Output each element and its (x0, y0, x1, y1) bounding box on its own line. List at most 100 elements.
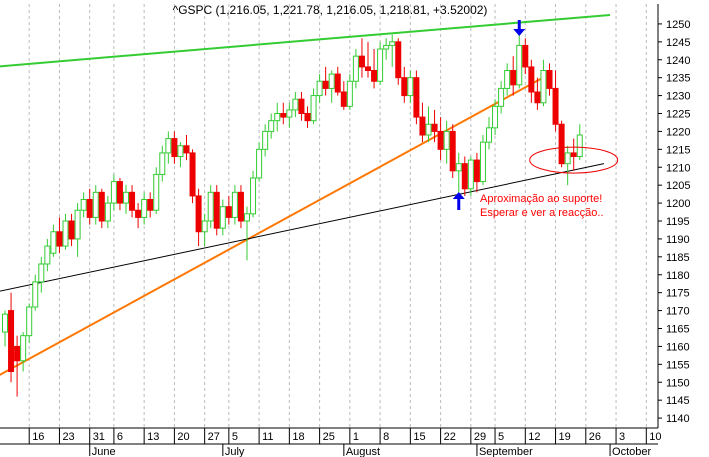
chart-title: ^GSPC (1,216.05, 1,221.78, 1,216.05, 1,2… (173, 3, 488, 17)
x-tick-label: 15 (413, 431, 425, 443)
x-tick-label: 6 (117, 431, 123, 443)
candle-body (286, 109, 293, 118)
candles (2, 34, 583, 397)
candle (231, 185, 238, 225)
candle-body (14, 345, 21, 362)
candle-body (147, 199, 154, 211)
candle (516, 34, 523, 89)
y-tick-label: 1140 (666, 413, 690, 425)
annotation-text: Aproximação ao suporte! (480, 193, 602, 205)
candle (377, 41, 384, 85)
x-tick-label: 18 (292, 431, 304, 443)
candle (328, 70, 335, 103)
candle-body (522, 44, 529, 68)
candle-body (316, 80, 323, 97)
candle-body (256, 148, 263, 179)
candle-body (50, 231, 57, 254)
candle-body (280, 113, 287, 118)
x-tick-label: 3 (619, 431, 625, 443)
y-tick-label: 1175 (666, 288, 690, 300)
candle (268, 113, 275, 139)
candle-body (268, 120, 275, 132)
y-tick-label: 1210 (666, 162, 690, 174)
y-tick-label: 1230 (666, 91, 690, 103)
candle (498, 81, 505, 114)
candle-body (334, 73, 341, 93)
y-tick-label: 1245 (666, 37, 690, 49)
y-tick-label: 1185 (666, 252, 690, 264)
candle-body (437, 130, 444, 150)
candle (92, 185, 99, 225)
candle-body (479, 141, 486, 183)
candle (413, 70, 420, 125)
y-tick-label: 1215 (666, 144, 690, 156)
candle (68, 213, 75, 247)
candle-body (328, 73, 335, 89)
candle (74, 203, 81, 257)
candle-body (492, 105, 499, 129)
candle-body (304, 113, 311, 122)
candle (576, 124, 583, 161)
candle-body (558, 123, 565, 165)
candle-body (250, 177, 257, 215)
trend-lines (0, 13, 611, 376)
candle-body (383, 44, 390, 50)
candle (50, 224, 57, 257)
x-tick-label: 29 (474, 431, 486, 443)
candle (110, 174, 117, 211)
candle-body (116, 181, 123, 204)
candle-body (419, 116, 426, 136)
candle-body (443, 130, 450, 150)
x-tick-label: 5 (498, 431, 504, 443)
annotation-text: Esperar e ver a reacção.. (480, 207, 604, 219)
support-highlight-ellipse (529, 146, 619, 174)
x-tick-label: 22 (444, 431, 456, 443)
candle-body (2, 313, 8, 333)
candle-body (231, 191, 238, 218)
candle-body (38, 263, 45, 283)
candle-body (274, 113, 281, 122)
candle-body (473, 159, 480, 183)
candle (486, 117, 492, 150)
candle-body (395, 41, 402, 79)
candle-body (26, 306, 33, 337)
candle (225, 195, 232, 225)
candle (425, 106, 432, 143)
candle (461, 156, 468, 196)
candle (159, 145, 166, 182)
candle-body (92, 191, 99, 218)
candle-body (153, 173, 160, 211)
candle (546, 63, 553, 96)
candle-body (407, 77, 414, 97)
candle (528, 59, 535, 103)
candle (116, 178, 123, 211)
candle-body (540, 70, 547, 104)
candle-body (322, 80, 329, 89)
candle (56, 217, 63, 254)
candle-body (110, 181, 117, 204)
y-tick-label: 1160 (666, 341, 690, 353)
candle (195, 188, 202, 247)
candle (449, 124, 456, 178)
candle-body (171, 138, 178, 157)
candle (407, 70, 414, 103)
candle-body (340, 91, 347, 107)
candle-body (219, 206, 226, 229)
candle-body (461, 163, 468, 190)
candle-body (56, 231, 63, 247)
x-tick-label: 31 (93, 431, 105, 443)
candle-body (498, 87, 505, 107)
month-label: July (225, 446, 245, 457)
candle-body (165, 138, 172, 154)
x-tick-label: 8 (383, 431, 389, 443)
candle (207, 185, 214, 229)
y-tick-label: 1150 (666, 377, 690, 389)
candle (213, 185, 220, 236)
candle (141, 192, 148, 225)
candle-body (68, 220, 75, 240)
candle (558, 120, 565, 168)
y-tick-label: 1165 (666, 324, 690, 336)
candle-body (310, 95, 317, 122)
candle (165, 131, 172, 164)
candle-body (86, 199, 93, 218)
